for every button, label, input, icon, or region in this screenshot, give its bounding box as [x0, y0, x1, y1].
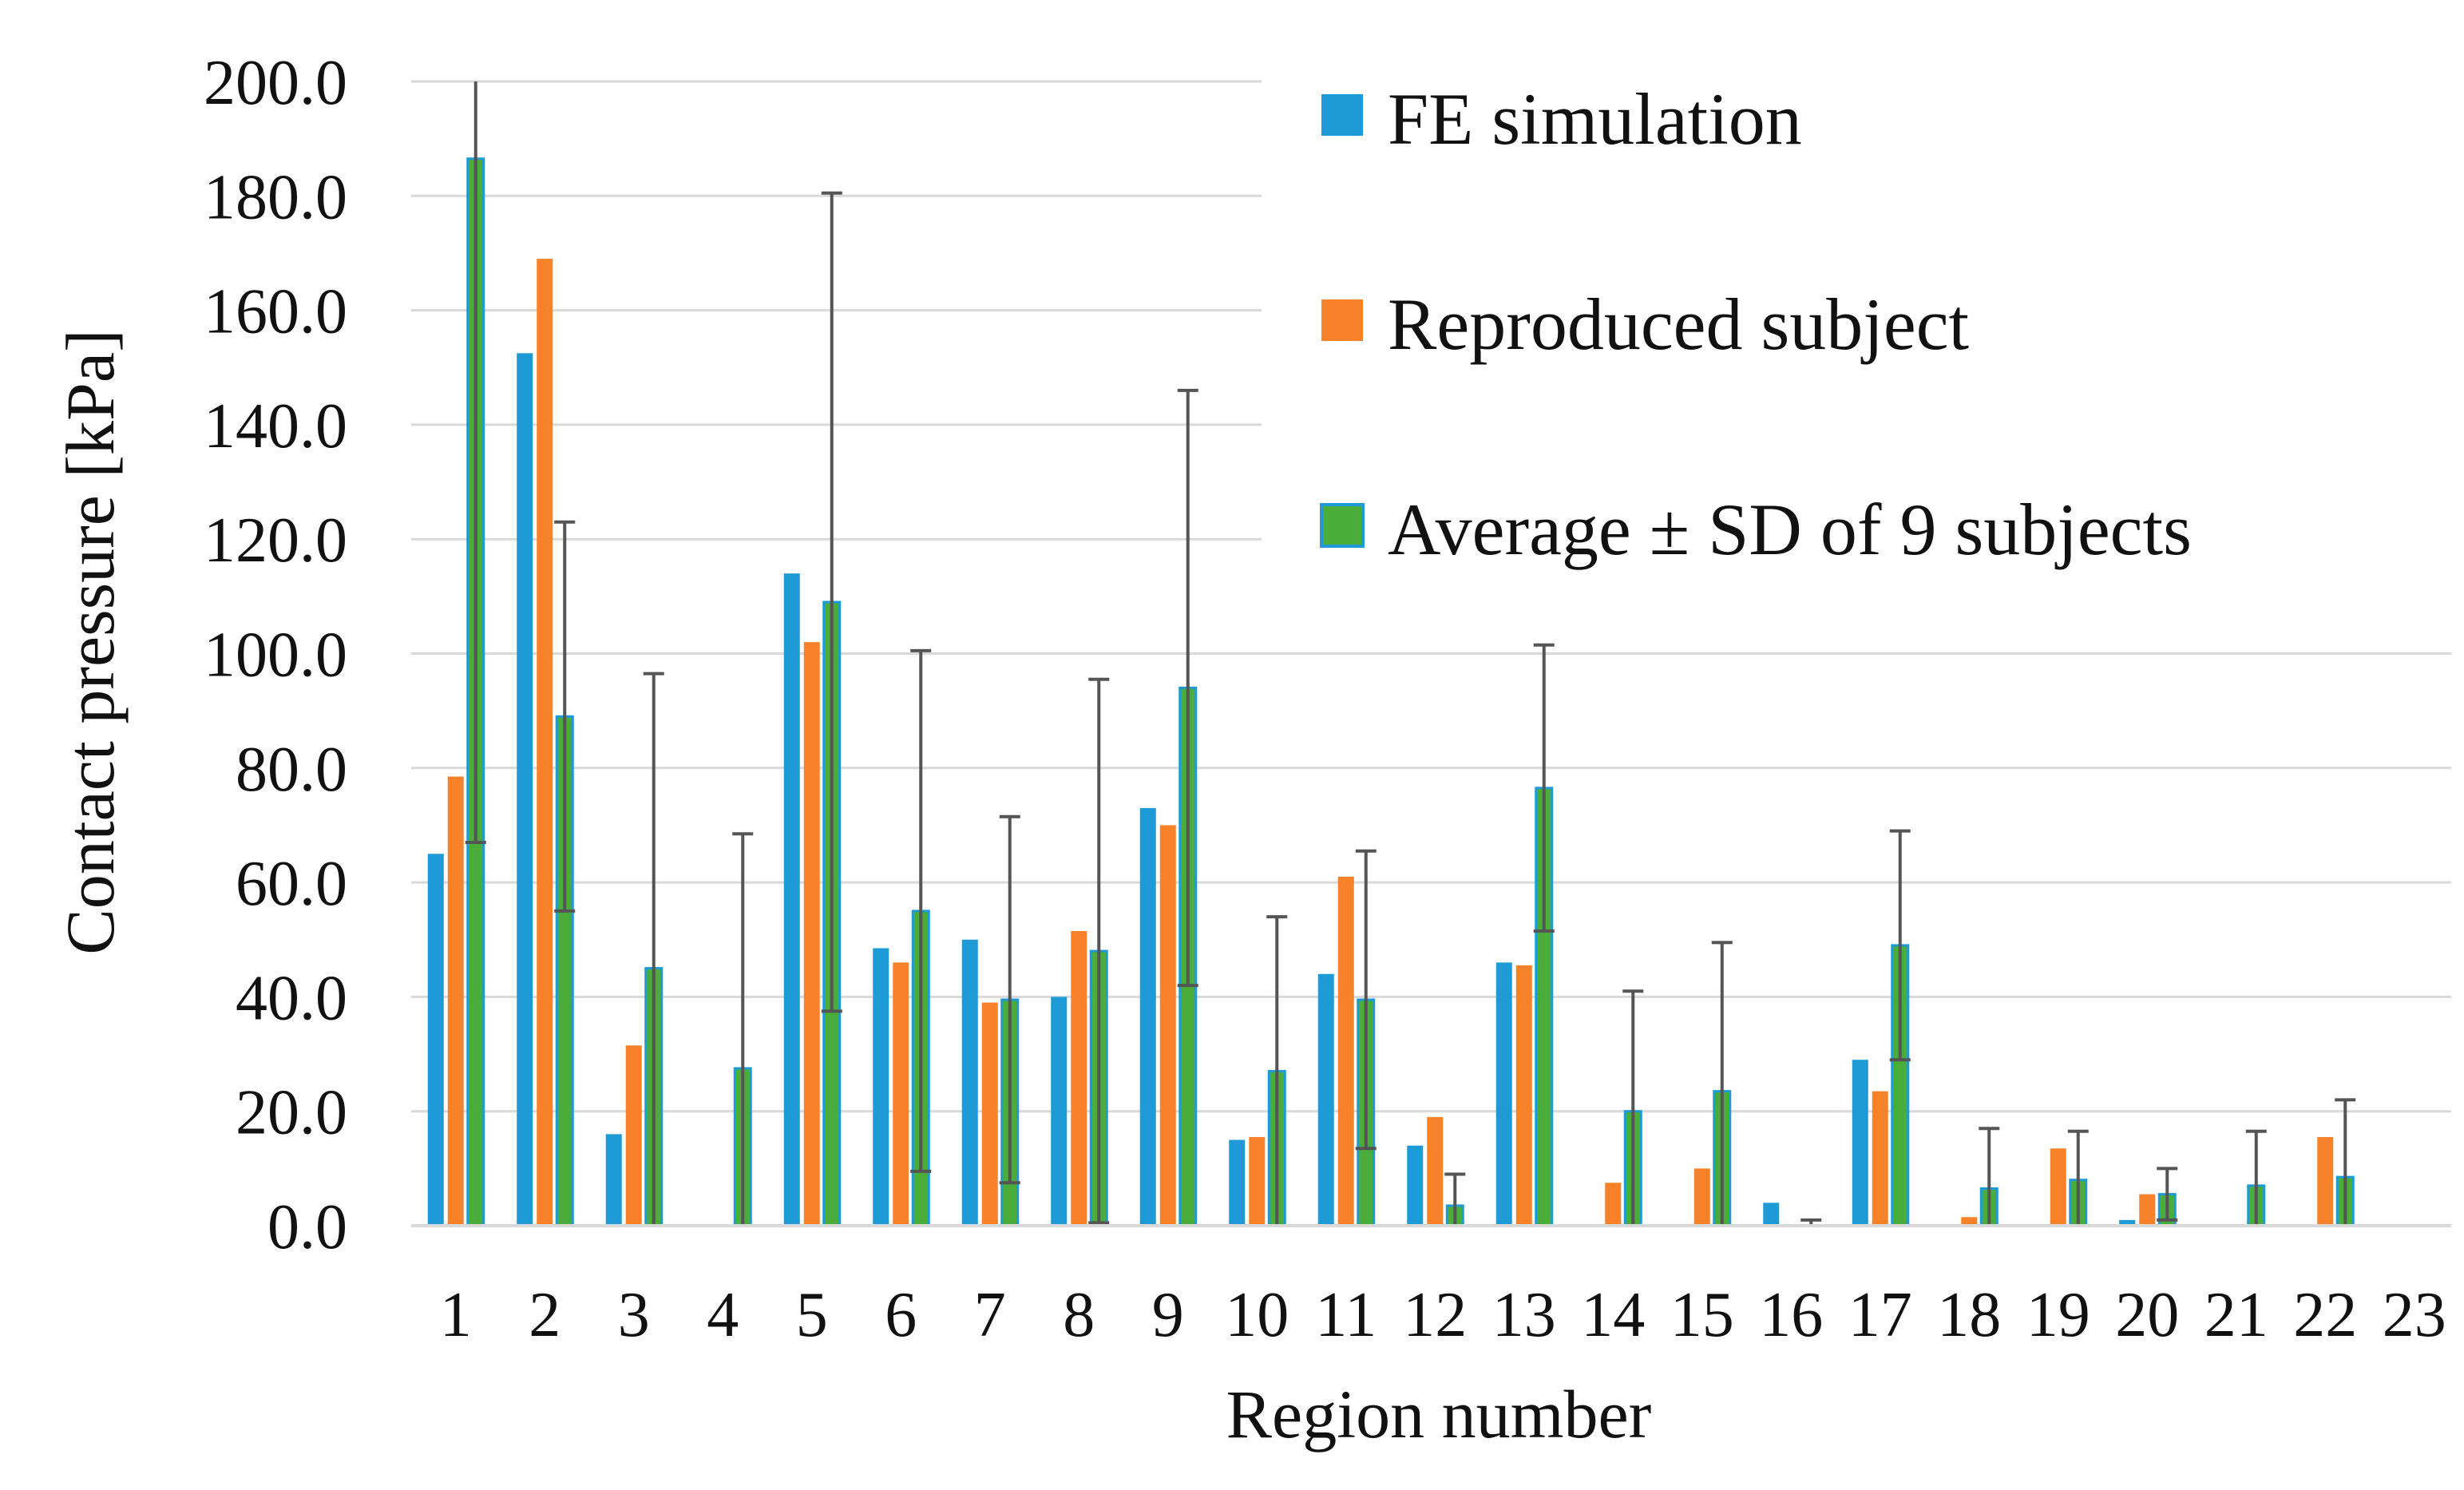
bar-reproduced-subject-9 [1159, 825, 1176, 1226]
bar-fe-simulation-17 [1852, 1060, 1868, 1226]
bar-fe-simulation-13 [1495, 962, 1512, 1226]
y-tick-label: 80.0 [236, 735, 347, 805]
y-tick-label: 180.0 [204, 162, 347, 232]
x-tick-label: 11 [1315, 1280, 1377, 1350]
x-tick-label: 20 [2115, 1280, 2179, 1350]
legend-label: Reproduced subject [1388, 283, 1970, 365]
bar-reproduced-subject-8 [1071, 931, 1087, 1226]
x-tick-label: 17 [1848, 1280, 1912, 1350]
y-tick-label: 200.0 [204, 48, 347, 118]
bar-fe-simulation-12 [1407, 1145, 1424, 1226]
x-tick-label: 6 [885, 1280, 917, 1350]
y-tick-label: 120.0 [204, 505, 347, 576]
bar-fe-simulation-5 [783, 573, 800, 1226]
legend: FE simulation Reproduced subject Average ±… [1320, 78, 2192, 570]
y-tick-label: 100.0 [204, 620, 347, 691]
bar-reproduced-subject-18 [1961, 1217, 1978, 1226]
bar-fe-simulation-2 [517, 353, 533, 1226]
bar-fe-simulation-16 [1763, 1203, 1780, 1226]
y-tick-label: 140.0 [204, 391, 347, 462]
legend-label: FE simulation [1388, 78, 1802, 160]
bar-reproduced-subject-10 [1249, 1136, 1266, 1226]
x-tick-label: 5 [796, 1280, 828, 1350]
x-axis-title: Region number [1226, 1376, 1652, 1452]
x-tick-label: 15 [1670, 1280, 1734, 1350]
bar-reproduced-subject-12 [1427, 1116, 1444, 1226]
bar-reproduced-subject-17 [1872, 1091, 1888, 1226]
bar-reproduced-subject-19 [2050, 1148, 2066, 1226]
x-tick-label: 13 [1492, 1280, 1556, 1350]
y-tick-label: 20.0 [236, 1078, 347, 1148]
x-tick-label: 3 [618, 1280, 650, 1350]
bar-reproduced-subject-15 [1694, 1168, 1710, 1226]
x-tick-label: 8 [1063, 1280, 1095, 1350]
x-tick-label: 12 [1403, 1280, 1467, 1350]
bar-fe-simulation-1 [427, 854, 444, 1226]
x-tick-label: 7 [974, 1280, 1006, 1350]
bar-fe-simulation-7 [961, 939, 978, 1226]
bar-fe-simulation-9 [1139, 807, 1156, 1226]
error-bars [465, 81, 2356, 1226]
legend-swatch [1321, 94, 1363, 136]
x-tick-label: 14 [1581, 1280, 1645, 1350]
y-tick-label: 40.0 [236, 963, 347, 1033]
bar-fe-simulation-6 [873, 948, 889, 1226]
legend-swatch [1321, 299, 1363, 341]
bar-fe-simulation-20 [2119, 1219, 2136, 1226]
bar-fe-simulation-8 [1051, 997, 1068, 1226]
x-tick-label: 19 [2026, 1280, 2090, 1350]
legend-label: Average ± SD of 9 subjects [1388, 489, 2192, 570]
legend-swatch [1320, 503, 1365, 548]
y-tick-label: 160.0 [204, 277, 347, 347]
bar-reproduced-subject-22 [2317, 1136, 2334, 1226]
x-tick-label: 23 [2383, 1280, 2446, 1350]
x-tick-label: 16 [1759, 1280, 1823, 1350]
bar-fe-simulation-3 [605, 1134, 622, 1226]
bar-reproduced-subject-13 [1515, 965, 1532, 1226]
bar-fe-simulation-10 [1229, 1139, 1246, 1226]
x-tick-label: 4 [707, 1280, 739, 1350]
bar-reproduced-subject-5 [803, 642, 820, 1226]
axes: 0.0 20.0 40.0 60.0 80.0 100.0 120.0 140.0 160.0 1… [204, 48, 2451, 1350]
y-axis-title: Contact pressure [kPa] [52, 329, 129, 954]
bar-reproduced-subject-3 [625, 1045, 642, 1226]
x-tick-label: 10 [1225, 1280, 1289, 1350]
bar-reproduced-subject-2 [537, 259, 553, 1226]
bar-reproduced-subject-1 [447, 776, 464, 1226]
x-tick-label: 18 [1937, 1280, 2001, 1350]
y-tick-label: 60.0 [236, 849, 347, 919]
bar-reproduced-subject-20 [2139, 1194, 2156, 1226]
bar-reproduced-subject-7 [981, 1002, 998, 1226]
x-tick-label: 1 [440, 1280, 472, 1350]
bar-reproduced-subject-11 [1337, 876, 1354, 1226]
bar-fe-simulation-11 [1317, 973, 1334, 1226]
x-tick-label: 2 [529, 1280, 561, 1350]
bar-reproduced-subject-14 [1605, 1183, 1622, 1226]
bar-reproduced-subject-6 [893, 962, 909, 1226]
y-tick-label: 0.0 [267, 1192, 347, 1262]
x-tick-label: 22 [2293, 1280, 2357, 1350]
x-tick-label: 21 [2205, 1280, 2268, 1350]
gridlines [411, 80, 2451, 1113]
x-tick-label: 9 [1152, 1280, 1184, 1350]
